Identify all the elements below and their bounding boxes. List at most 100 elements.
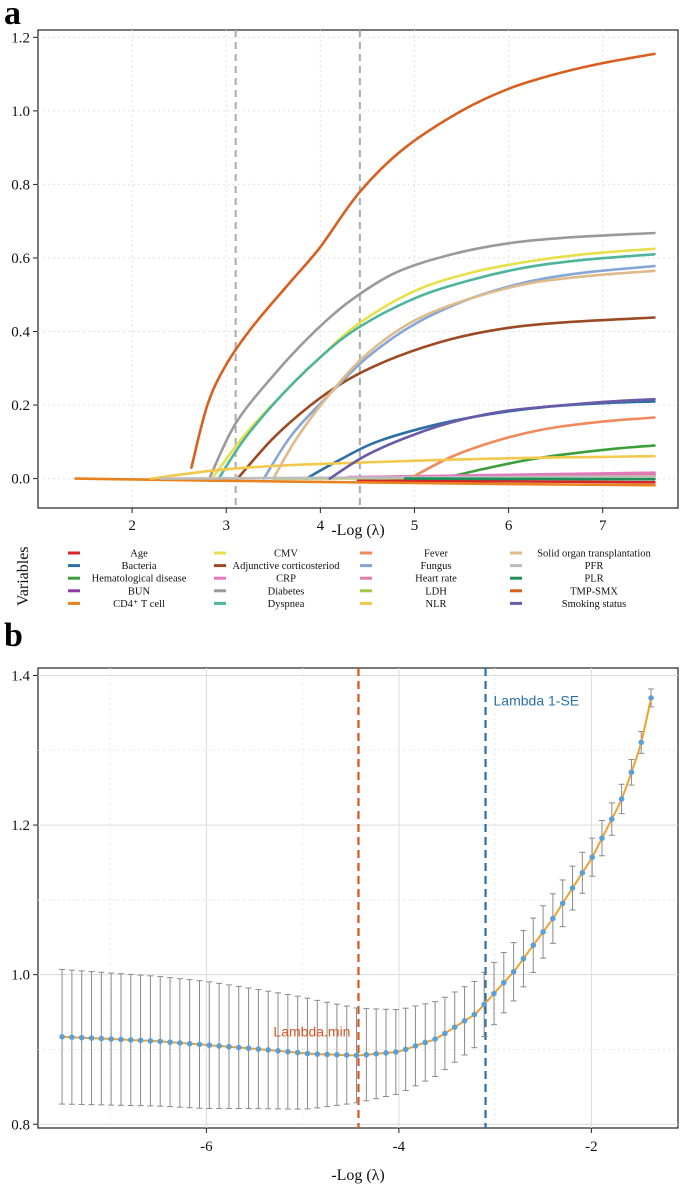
legend-label: CMV	[274, 549, 298, 560]
legend-item: Fever	[360, 549, 448, 560]
legend-label: TMP-SMX	[570, 586, 618, 597]
legend-item: Diabetes	[214, 586, 304, 597]
cv-point	[530, 942, 537, 949]
cv-point	[461, 1018, 468, 1024]
panel-b-y-tick-label: 1.0	[11, 968, 30, 984]
legend-label: Age	[130, 549, 148, 560]
cv-point	[599, 835, 605, 841]
cv-point	[432, 1036, 438, 1042]
legend-item: BUN	[68, 586, 151, 597]
legend-item: Bacteria	[68, 561, 157, 572]
lambda-1se-label: Lambda 1-SE	[494, 692, 580, 708]
panel-a-plot: 2 3 4 5 6 7 0.0 0.2 0.4 0.6 0.8 1.0 1.2 -Log (λ)	[11, 29, 679, 539]
panel-a-x-tick-label: 6	[505, 518, 513, 534]
cv-point	[402, 1046, 409, 1053]
cv-point	[275, 1048, 281, 1054]
legend-item: Smoking status	[510, 599, 626, 610]
legend-label: Diabetes	[268, 586, 305, 597]
series-line-fungus	[262, 264, 656, 480]
cv-point	[294, 1049, 301, 1056]
legend-label: Adjunctive corticosteriod	[232, 561, 340, 572]
panel-a-x-tick-label: 7	[599, 518, 607, 534]
series-line-solid-organ-transplantation	[272, 269, 656, 480]
cv-point	[343, 1052, 350, 1058]
panel-a-x-tick-label: 2	[128, 518, 136, 534]
cv-point	[314, 1051, 321, 1057]
series-line-nlr	[149, 454, 656, 480]
legend-item: Fungus	[360, 561, 451, 572]
legend-label: Heart rate	[415, 574, 457, 585]
cv-point	[88, 1035, 95, 1041]
cv-point	[69, 1034, 75, 1041]
cv-point	[491, 990, 497, 997]
cv-point	[285, 1048, 291, 1055]
cv-point	[265, 1047, 272, 1053]
cv-point	[127, 1037, 134, 1043]
cv-point	[324, 1051, 330, 1058]
series-line-dyspnea	[217, 253, 656, 480]
legend-label: NLR	[426, 599, 447, 610]
panel-a-grid	[38, 30, 678, 508]
cv-point	[137, 1037, 144, 1044]
legend-label: Dyspnea	[268, 599, 305, 610]
cv-point	[393, 1049, 399, 1055]
cv-point	[177, 1040, 183, 1046]
panel-a-y-tick-label: 1.0	[11, 104, 30, 120]
cv-point	[442, 1030, 448, 1037]
legend-item: PLR	[510, 574, 604, 585]
legend-item: Hematological disease	[68, 574, 187, 585]
legend-item: Age	[68, 549, 148, 560]
legend-label: CRP	[276, 574, 296, 585]
legend-label: PFR	[585, 561, 604, 572]
panel-a-x-tick-label: 3	[222, 518, 230, 534]
panel-a-y-tick-label: 0.0	[11, 472, 30, 488]
panel-b-points	[59, 695, 654, 1059]
panel-a-x-tick-label: 4	[317, 518, 325, 534]
cv-point	[304, 1050, 311, 1057]
legend-item: CRP	[214, 574, 296, 585]
cv-point	[157, 1038, 164, 1045]
panel-a-x-tick-label: 5	[411, 518, 419, 534]
legend-title: Variables	[15, 546, 32, 606]
panel-a-frame	[37, 29, 679, 509]
cv-point	[235, 1044, 242, 1051]
panel-b-x-tick-label: -6	[200, 1139, 213, 1155]
panel-a-y-tick-label: 0.6	[11, 251, 30, 267]
cv-point	[373, 1051, 379, 1057]
panel-b-y-tick-label: 0.8	[11, 1117, 30, 1133]
cv-point	[353, 1052, 360, 1059]
legend-label: CD4⁺ T cell	[113, 599, 165, 610]
cv-point	[334, 1051, 340, 1058]
legend-label: PLR	[584, 574, 603, 585]
legend-item: Adjunctive corticosteriod	[214, 561, 340, 572]
series-line-fever	[408, 416, 656, 480]
series-line-hematological-disease	[441, 444, 656, 480]
panel-a-y-tick-label: 0.8	[11, 177, 30, 193]
panel-a-x-axis-title: -Log (λ)	[331, 522, 385, 539]
cv-point	[510, 968, 517, 975]
legend-label: BUN	[128, 586, 151, 597]
series-line-plr	[403, 477, 656, 481]
cv-point	[98, 1035, 105, 1042]
panel-a-x-ticks: 2 3 4 5 6 7	[128, 508, 607, 534]
panel-b-x-tick-label: -4	[393, 1139, 406, 1155]
legend-label: Fungus	[421, 561, 452, 572]
panel-b-y-tick-label: 1.4	[11, 668, 30, 684]
cv-point	[618, 796, 625, 802]
series-line-adjunctive-corticosteriod	[236, 316, 656, 480]
legend-label: Hematological disease	[92, 574, 187, 585]
panel-a-y-ticks: 0.0 0.2 0.4 0.6 0.8 1.0 1.2	[11, 30, 38, 488]
legend-item: Dyspnea	[214, 599, 305, 610]
cv-point	[255, 1046, 262, 1052]
cv-point	[569, 885, 576, 891]
cv-point	[363, 1051, 370, 1058]
cv-point	[118, 1036, 124, 1043]
cv-point	[412, 1043, 419, 1049]
panel-a-label: a	[4, 0, 21, 32]
cv-point	[451, 1024, 458, 1030]
panel-b-x-tick-label: -2	[585, 1139, 598, 1155]
legend-item: PFR	[510, 561, 603, 572]
panel-b-lambda-lines	[357, 668, 487, 1128]
cv-point	[226, 1043, 232, 1050]
